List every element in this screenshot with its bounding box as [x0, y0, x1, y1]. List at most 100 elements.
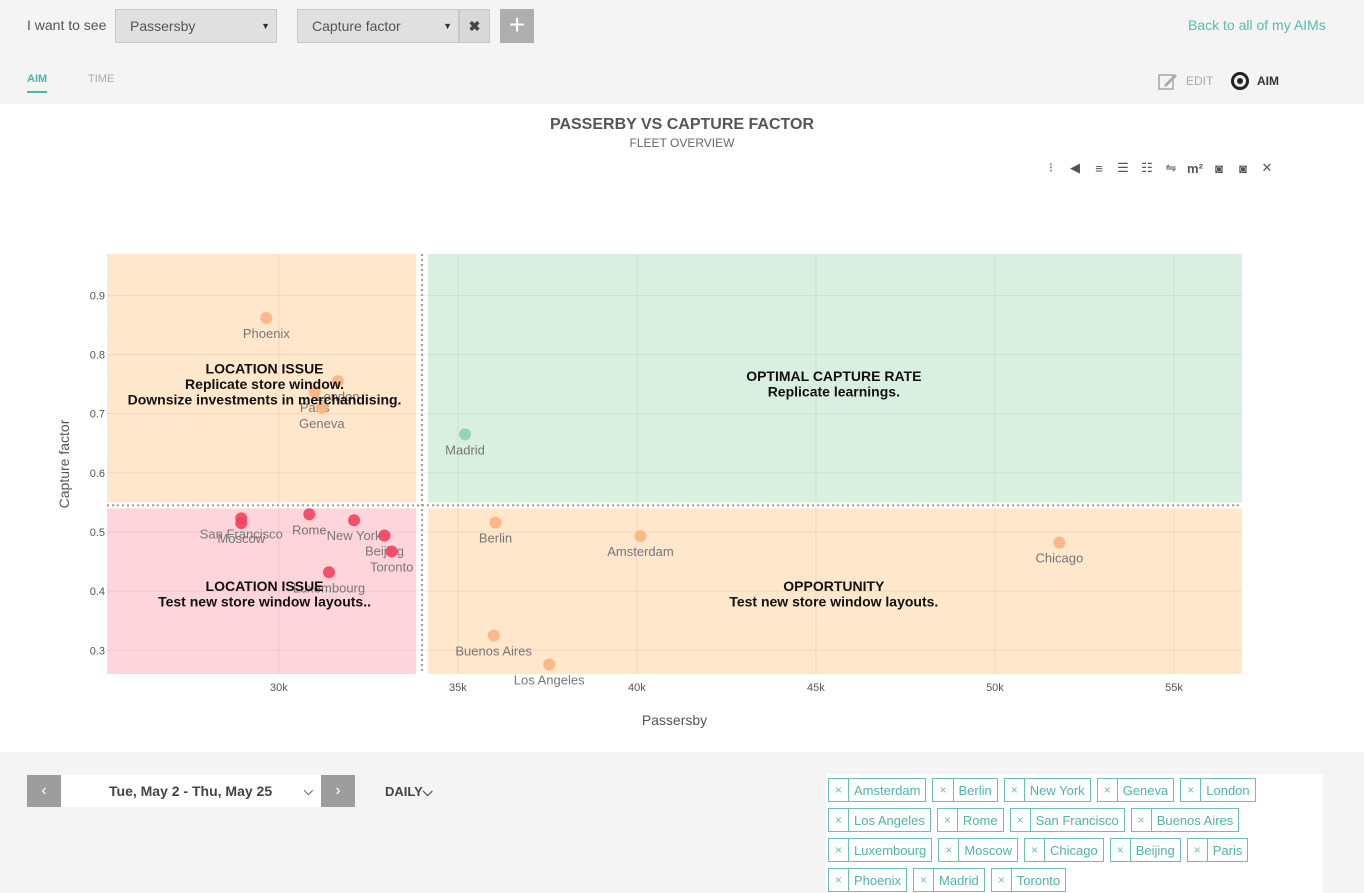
caret-down-icon: ▼ — [443, 21, 452, 31]
data-point-los-angeles — [543, 658, 556, 671]
location-tag[interactable]: × Phoenix — [828, 868, 907, 892]
location-tag[interactable]: × Buenos Aires — [1130, 808, 1240, 832]
location-tags: × Amsterdam × Berlin × New York × Geneva × London… — [826, 774, 1323, 893]
data-point-london — [331, 375, 344, 388]
list-icon[interactable]: ☷ — [1141, 160, 1153, 175]
quadrant-text-top-left: Replicate store window. — [185, 376, 344, 392]
quadrant-text-bottom-left: LOCATION ISSUE — [206, 578, 324, 594]
data-point-toronto — [385, 545, 398, 558]
location-tag[interactable]: × Berlin — [932, 778, 998, 802]
location-tag[interactable]: × Madrid — [913, 868, 985, 892]
label-toggle-icon[interactable]: ≡ — [1095, 160, 1103, 176]
remove-tag-icon[interactable]: × — [829, 779, 850, 801]
remove-tag-icon[interactable]: × — [1132, 809, 1152, 831]
edit-label: EDIT — [1186, 74, 1214, 88]
x-tick-label: 45k — [807, 682, 825, 694]
location-tag-label: Paris — [1212, 842, 1243, 858]
location-tag-label: London — [1206, 782, 1250, 798]
location-tag[interactable]: × Paris — [1186, 838, 1249, 862]
area-icon[interactable]: m² — [1187, 160, 1203, 176]
remove-tag-icon[interactable]: × — [992, 869, 1012, 891]
remove-tag-icon[interactable]: × — [1188, 839, 1208, 861]
data-label-london: London — [316, 389, 359, 404]
frequency-dropdown[interactable]: DAILY⌵ — [385, 784, 433, 799]
tag-icon[interactable]: ◀ — [1070, 160, 1080, 175]
quadrant-text-bottom-right: Test new store window layouts. — [729, 594, 938, 610]
location-tag[interactable]: × Chicago — [1024, 838, 1104, 862]
data-label-toronto: Toronto — [370, 560, 413, 575]
data-point-moscow — [235, 517, 248, 530]
data-label-luxembourg: Luxembourg — [293, 580, 365, 595]
location-tag[interactable]: × Moscow — [938, 838, 1018, 862]
location-tag[interactable]: × New York — [1003, 778, 1091, 802]
x-tick-label: 55k — [1165, 682, 1183, 694]
location-tag-label: Rome — [962, 812, 998, 828]
data-point-buenos-aires — [487, 629, 500, 642]
next-period-button[interactable]: › — [321, 775, 355, 807]
location-tag[interactable]: × San Francisco — [1009, 808, 1125, 832]
remove-tag-icon[interactable]: × — [829, 809, 850, 831]
remove-tag-icon[interactable]: × — [1098, 779, 1118, 801]
y-tick-label: 0.6 — [90, 468, 105, 480]
date-range-picker[interactable]: Tue, May 2 - Thu, May 25 ⌵ — [61, 775, 321, 807]
x-tick-label: 30k — [270, 682, 288, 694]
data-point-berlin — [489, 516, 502, 529]
data-point-new-york — [348, 514, 361, 527]
location-tag[interactable]: × Los Angeles — [828, 808, 931, 832]
data-point-chicago — [1053, 536, 1066, 549]
remove-tag-icon[interactable]: × — [1025, 839, 1046, 861]
location-tag[interactable]: × Toronto — [990, 868, 1067, 892]
remove-tag-icon[interactable]: × — [1011, 809, 1031, 831]
comment-icon[interactable]: ☰ — [1117, 160, 1129, 175]
add-metric-button[interactable]: + — [500, 9, 534, 43]
camera-icon[interactable]: ◙ — [1239, 160, 1247, 176]
chart-toolbar: ⁝ ◀ ≡ ☰ ☷ ⇋ m² ◙ ◙ ✕ — [1042, 160, 1276, 176]
remove-tag-icon[interactable]: × — [1181, 779, 1202, 801]
tab-aim[interactable]: AIM — [27, 73, 48, 93]
remove-tag-icon[interactable]: × — [1005, 779, 1025, 801]
filter-icon[interactable]: ⁝ — [1048, 160, 1054, 175]
data-point-madrid — [459, 428, 472, 441]
remove-tag-icon[interactable]: × — [1111, 839, 1131, 861]
excel-export-icon[interactable]: ✕ — [1261, 160, 1273, 175]
back-to-aims-link[interactable]: Back to all of my AIMs — [1188, 17, 1326, 33]
location-tag-label: Los Angeles — [854, 812, 925, 828]
location-tag-label: Buenos Aires — [1156, 812, 1234, 828]
metric-y-select[interactable]: Capture factor ▼ — [297, 9, 459, 43]
location-tag-label: Beijing — [1135, 842, 1175, 858]
remove-tag-icon[interactable]: × — [829, 869, 850, 891]
car-icon[interactable]: ⇋ — [1165, 160, 1177, 175]
y-tick-label: 0.7 — [90, 409, 105, 421]
remove-tag-icon[interactable]: × — [829, 839, 850, 861]
data-label-chicago: Chicago — [1036, 551, 1084, 566]
remove-tag-icon[interactable]: × — [933, 779, 954, 801]
location-tag-label: Amsterdam — [854, 782, 921, 798]
tab-time[interactable]: TIME — [88, 73, 115, 85]
remove-tag-icon[interactable]: × — [938, 809, 958, 831]
location-tag[interactable]: × Amsterdam — [828, 778, 927, 802]
location-tag-label: New York — [1029, 782, 1085, 798]
zone-bottom-right — [428, 508, 1242, 674]
edit-button[interactable]: EDIT — [1158, 72, 1213, 90]
previous-period-button[interactable]: ‹ — [27, 775, 61, 807]
camera-icon[interactable]: ◙ — [1215, 160, 1223, 176]
top-bar: I want to see Passersby ▼ Capture factor… — [0, 0, 1364, 104]
location-tag[interactable]: × Beijing — [1109, 838, 1181, 862]
x-tick-label: 40k — [628, 682, 646, 694]
remove-tag-icon[interactable]: × — [939, 839, 960, 861]
location-tag[interactable]: × London — [1180, 778, 1256, 802]
location-tag[interactable]: × Geneva — [1096, 778, 1175, 802]
location-tag[interactable]: × Luxembourg — [828, 838, 933, 862]
y-tick-label: 0.3 — [90, 645, 105, 657]
location-tag[interactable]: × Rome — [936, 808, 1004, 832]
metric-x-select[interactable]: Passersby ▼ — [115, 9, 277, 43]
aim-button[interactable]: AIM — [1231, 72, 1279, 90]
data-label-los-angeles: Los Angeles — [514, 673, 585, 688]
data-point-beijing — [378, 529, 391, 542]
remove-tag-icon[interactable]: × — [914, 869, 935, 891]
clear-metric-button[interactable]: ✖ — [459, 9, 490, 43]
location-tag-label: Phoenix — [854, 872, 901, 888]
metric-x-value: Passersby — [130, 18, 196, 34]
data-label-beijing: Beijing — [365, 544, 404, 559]
data-label-phoenix: Phoenix — [243, 326, 290, 341]
